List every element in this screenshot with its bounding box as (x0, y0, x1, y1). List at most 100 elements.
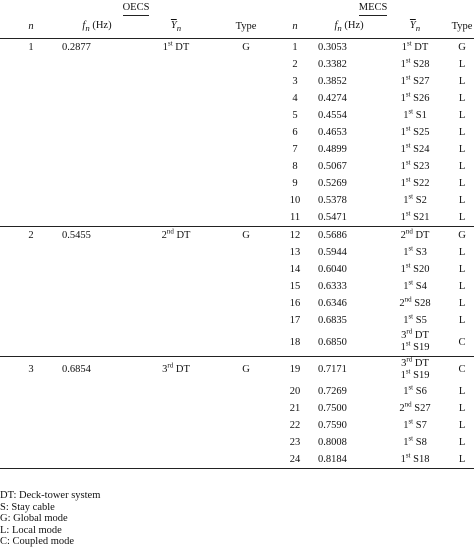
column-header-left-type: Type (220, 16, 272, 39)
mode-order: 1 (162, 42, 168, 54)
mecs-mode-type: L (458, 76, 466, 88)
cell-mecs-n: 10 (272, 192, 318, 209)
mode-order: 1 (403, 315, 409, 327)
mecs-mode-number: 17 (289, 315, 301, 327)
cell-oecs-n: 1 (0, 39, 62, 57)
mode-member: DT (173, 230, 191, 242)
cell-oecs-frequency: 0.5455 (62, 227, 132, 245)
empty-cell (62, 209, 132, 227)
empty-cell (132, 434, 220, 451)
mode-order: 1 (400, 144, 406, 156)
cell-mode-shape: 1st S4 (380, 278, 450, 295)
mecs-frequency: 0.8184 (318, 454, 347, 466)
cell-oecs-n: 3 (0, 356, 62, 383)
cell-mecs-n: 14 (272, 261, 318, 278)
empty-cell (132, 209, 220, 227)
cell-mecs-type: L (450, 209, 474, 227)
mode-order-suffix: st (407, 39, 412, 48)
mode-member: DT (172, 42, 190, 54)
cell-mecs-frequency: 0.3382 (318, 56, 380, 73)
mode-member: S19 (410, 342, 430, 354)
cell-mecs-n: 19 (272, 356, 318, 383)
mode-shape-line: 1st S28 (400, 57, 430, 71)
mode-member: S25 (410, 127, 430, 139)
empty-cell (132, 451, 220, 469)
empty-cell (62, 141, 132, 158)
empty-cell (220, 158, 272, 175)
mode-order: 1 (400, 161, 406, 173)
mode-order-suffix: st (405, 261, 411, 270)
cell-mecs-type: L (450, 278, 474, 295)
cell-mecs-frequency: 0.7269 (318, 383, 380, 400)
mecs-frequency: 0.4899 (318, 144, 347, 156)
mode-member: S4 (413, 281, 427, 293)
empty-cell (62, 90, 132, 107)
mode-shape-line: 1st S22 (401, 175, 430, 189)
empty-cell (62, 192, 132, 209)
mode-shape-line: 1st DT (402, 39, 429, 54)
empty-cell (132, 73, 220, 90)
mode-order-suffix: st (408, 244, 414, 253)
mode-shape-line: 1st S4 (403, 279, 427, 293)
cell-mecs-type: L (450, 158, 474, 175)
empty-cell (220, 329, 272, 356)
cell-oecs-mode-shape: 3rd DT (132, 356, 220, 383)
mecs-frequency: 0.4554 (318, 110, 347, 122)
mode-order: 1 (403, 420, 409, 432)
cell-mode-shape: 1st S7 (380, 417, 450, 434)
mecs-mode-type: L (458, 264, 466, 276)
mecs-frequency: 0.6835 (318, 315, 347, 327)
empty-cell (220, 192, 272, 209)
cell-mode-shape: 1st DT (380, 39, 450, 57)
cell-mecs-n: 15 (272, 278, 318, 295)
mecs-frequency: 0.3382 (318, 59, 347, 71)
column-header-label: Type (451, 21, 473, 33)
empty-cell (220, 73, 272, 90)
cell-mecs-frequency: 0.6835 (318, 312, 380, 329)
cell-mecs-n: 16 (272, 295, 318, 312)
cell-mecs-n: 21 (272, 400, 318, 417)
oecs-mode-number: 1 (28, 42, 34, 54)
cell-mecs-n: 7 (272, 141, 318, 158)
empty-cell (0, 158, 62, 175)
cell-oecs-frequency: 0.6854 (62, 356, 132, 383)
mecs-mode-number: 13 (289, 247, 301, 259)
mecs-mode-number: 14 (289, 264, 301, 276)
oecs-mode-type: G (242, 230, 250, 242)
mecs-mode-number: 10 (289, 195, 301, 207)
mode-shape-line: 2nd S27 (399, 401, 430, 414)
footnote-line: C: Coupled mode (0, 536, 75, 548)
mode-order-suffix: st (405, 175, 411, 184)
mode-shape-line: 1st S8 (403, 435, 427, 448)
column-header-right-fn: fn (Hz) (318, 16, 380, 39)
mode-order-suffix: rd (406, 327, 413, 336)
cell-mode-shape: 3rd DT 1st S19 (380, 327, 450, 356)
mode-shape-line: 1st S21 (401, 210, 430, 223)
mode-order: 1 (400, 59, 406, 71)
empty-cell (132, 278, 220, 295)
cell-mecs-frequency: 0.5067 (318, 158, 380, 175)
mode-shape-line: 1st S20 (401, 261, 430, 275)
oecs-frequency: 0.5455 (62, 230, 91, 242)
mode-member: S5 (413, 315, 427, 327)
mode-shape-line: 1st S3 (403, 244, 427, 258)
cell-mecs-frequency: 0.3053 (318, 39, 380, 57)
cell-mecs-type: L (450, 175, 474, 192)
cell-mode-shape: 1st S26 (380, 90, 450, 107)
empty-cell (220, 278, 272, 295)
empty-cell (62, 451, 132, 469)
mode-member: S27 (410, 76, 430, 88)
empty-cell (0, 434, 62, 451)
empty-cell (0, 383, 62, 400)
mode-order: 3 (401, 330, 407, 342)
mecs-mode-number: 19 (289, 364, 301, 376)
mode-shape-line: 1st S1 (403, 108, 427, 121)
mecs-mode-number: 15 (289, 281, 301, 293)
mode-member: DT (411, 42, 429, 54)
cell-mecs-n: 24 (272, 451, 318, 469)
empty-cell (0, 329, 62, 356)
mecs-mode-type: L (458, 281, 466, 293)
cell-mode-shape: 1st S23 (380, 158, 450, 175)
cell-mecs-n: 4 (272, 90, 318, 107)
empty-cell (0, 73, 62, 90)
